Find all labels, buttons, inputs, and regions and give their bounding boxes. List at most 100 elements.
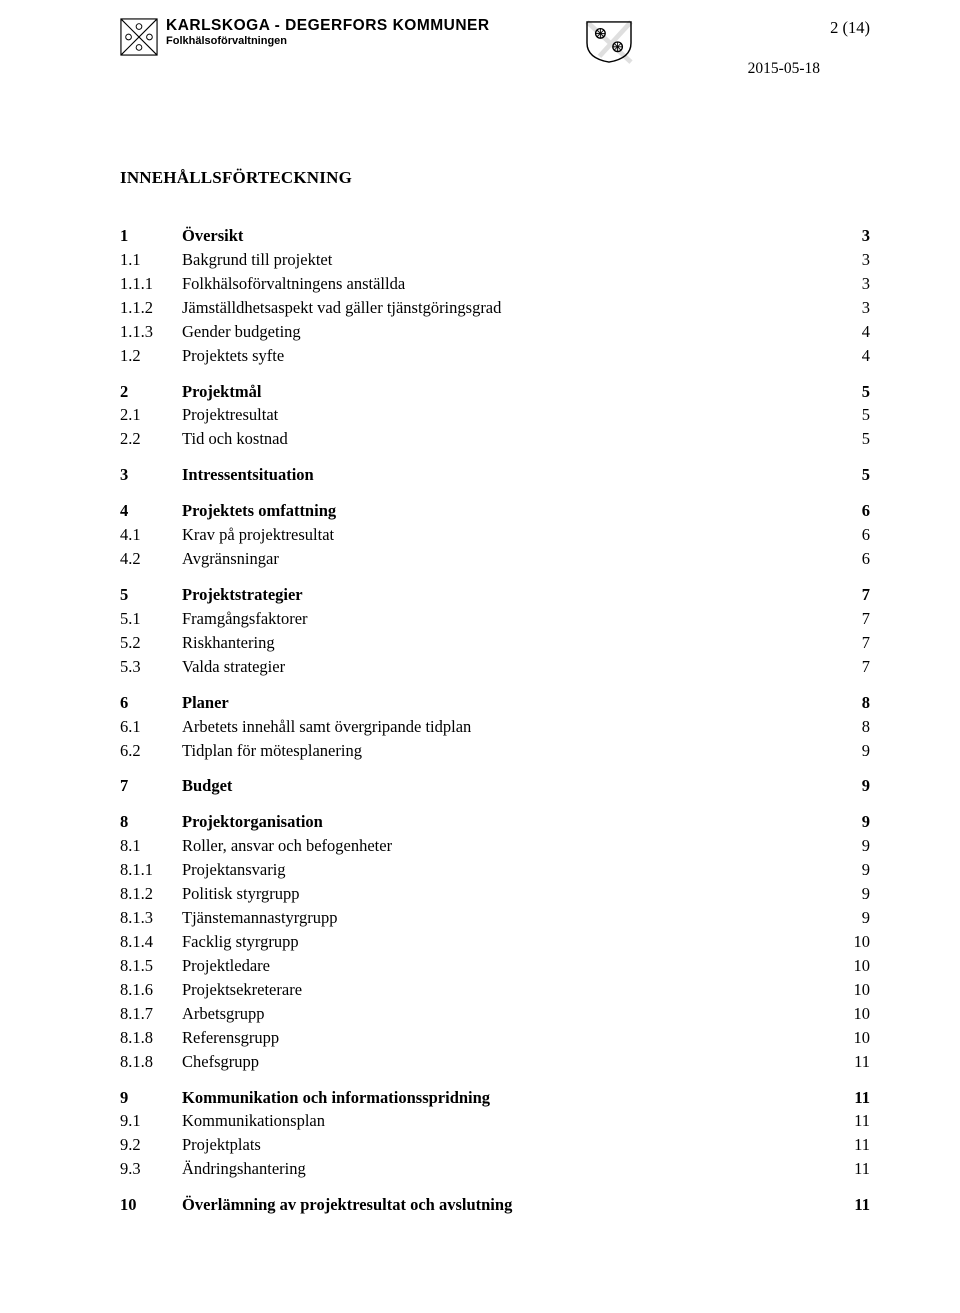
toc-number: 8.1 [120, 834, 182, 858]
header-center [490, 18, 748, 64]
toc-label: Planer [182, 691, 830, 715]
toc-number: 8.1.5 [120, 954, 182, 978]
toc-label: Överlämning av projektresultat och avslu… [182, 1193, 830, 1217]
toc-number: 5.1 [120, 607, 182, 631]
toc-label: Projektmål [182, 380, 830, 404]
toc-group: 9Kommunikation och informationsspridning… [120, 1086, 870, 1182]
toc-number: 9.3 [120, 1157, 182, 1181]
toc-page: 7 [830, 583, 870, 607]
toc-row: 1.1.2Jämställdhetsaspekt vad gäller tjän… [120, 296, 870, 320]
toc-row: 1.1Bakgrund till projektet3 [120, 248, 870, 272]
toc-page: 9 [830, 834, 870, 858]
toc-group: 1Översikt31.1Bakgrund till projektet31.1… [120, 224, 870, 368]
toc-page: 11 [830, 1086, 870, 1110]
toc-label: Intressentsituation [182, 463, 830, 487]
toc-label: Valda strategier [182, 655, 830, 679]
toc-row: 9.3Ändringshantering11 [120, 1157, 870, 1181]
toc-row: 1.2Projektets syfte4 [120, 344, 870, 368]
toc-row: 9.2Projektplats11 [120, 1133, 870, 1157]
toc-group: 8Projektorganisation98.1Roller, ansvar o… [120, 810, 870, 1073]
toc-row: 3Intressentsituation5 [120, 463, 870, 487]
toc-page: 5 [830, 463, 870, 487]
toc-page: 5 [830, 380, 870, 404]
toc-page: 9 [830, 739, 870, 763]
toc-number: 10 [120, 1193, 182, 1217]
org-title: KARLSKOGA - DEGERFORS KOMMUNER [166, 18, 490, 34]
toc-number: 3 [120, 463, 182, 487]
toc-row: 5Projektstrategier7 [120, 583, 870, 607]
toc-page: 9 [830, 906, 870, 930]
toc-page: 9 [830, 774, 870, 798]
toc-label: Arbetsgrupp [182, 1002, 830, 1026]
toc-page: 3 [830, 248, 870, 272]
toc-row: 6.1Arbetets innehåll samt övergripande t… [120, 715, 870, 739]
toc-page: 7 [830, 631, 870, 655]
toc-group: 6Planer86.1Arbetets innehåll samt övergr… [120, 691, 870, 763]
toc-page: 11 [830, 1109, 870, 1133]
document-date: 2015-05-18 [748, 60, 820, 78]
toc-number: 2.1 [120, 403, 182, 427]
toc-label: Roller, ansvar och befogenheter [182, 834, 830, 858]
toc-row: 8.1.2Politisk styrgrupp9 [120, 882, 870, 906]
toc-number: 8.1.1 [120, 858, 182, 882]
toc-page: 9 [830, 810, 870, 834]
toc-label: Projektansvarig [182, 858, 830, 882]
toc-page: 10 [830, 930, 870, 954]
toc-number: 1.1.2 [120, 296, 182, 320]
toc-page: 11 [830, 1157, 870, 1181]
toc-page: 3 [830, 224, 870, 248]
toc-row: 8.1Roller, ansvar och befogenheter9 [120, 834, 870, 858]
toc-label: Chefsgrupp [182, 1050, 830, 1074]
toc-number: 9.2 [120, 1133, 182, 1157]
toc-group: 7Budget9 [120, 774, 870, 798]
toc-label: Krav på projektresultat [182, 523, 830, 547]
toc-row: 8.1.6Projektsekreterare10 [120, 978, 870, 1002]
toc-group: 2Projektmål52.1Projektresultat52.2Tid oc… [120, 380, 870, 452]
header-left: KARLSKOGA - DEGERFORS KOMMUNER Folkhälso… [120, 18, 490, 56]
document-page: KARLSKOGA - DEGERFORS KOMMUNER Folkhälso… [0, 0, 960, 1269]
toc-row: 7Budget9 [120, 774, 870, 798]
toc-number: 8.1.3 [120, 906, 182, 930]
toc-row: 9.1Kommunikationsplan11 [120, 1109, 870, 1133]
toc-row: 8Projektorganisation9 [120, 810, 870, 834]
toc-page: 10 [830, 978, 870, 1002]
toc-number: 9.1 [120, 1109, 182, 1133]
toc-label: Riskhantering [182, 631, 830, 655]
toc-number: 6.2 [120, 739, 182, 763]
toc-row: 2Projektmål5 [120, 380, 870, 404]
page-header: KARLSKOGA - DEGERFORS KOMMUNER Folkhälso… [120, 18, 870, 78]
org-subtitle: Folkhälsoförvaltningen [166, 36, 490, 48]
page-indicator: 2 (14) [748, 18, 870, 38]
toc-label: Budget [182, 774, 830, 798]
toc-label: Framgångsfaktorer [182, 607, 830, 631]
toc-row: 5.2Riskhantering7 [120, 631, 870, 655]
toc-row: 4.2Avgränsningar6 [120, 547, 870, 571]
toc-label: Projektplats [182, 1133, 830, 1157]
toc-number: 1.1.1 [120, 272, 182, 296]
toc-page: 4 [830, 320, 870, 344]
toc-number: 4 [120, 499, 182, 523]
toc-page: 4 [830, 344, 870, 368]
toc-label: Projektledare [182, 954, 830, 978]
toc-row: 6.2Tidplan för mötesplanering9 [120, 739, 870, 763]
header-right: 2 (14) 2015-05-18 [748, 18, 870, 78]
toc-number: 9 [120, 1086, 182, 1110]
toc-row: 8.1.5Projektledare10 [120, 954, 870, 978]
toc-row: 1.1.3Gender budgeting4 [120, 320, 870, 344]
toc-row: 9Kommunikation och informationsspridning… [120, 1086, 870, 1110]
toc-row: 10Överlämning av projektresultat och avs… [120, 1193, 870, 1217]
toc-group: 3Intressentsituation5 [120, 463, 870, 487]
toc-number: 5.3 [120, 655, 182, 679]
toc-number: 4.2 [120, 547, 182, 571]
toc-number: 1.2 [120, 344, 182, 368]
toc-page: 3 [830, 272, 870, 296]
toc-row: 2.2Tid och kostnad5 [120, 427, 870, 451]
toc-number: 8.1.8 [120, 1026, 182, 1050]
toc-number: 8 [120, 810, 182, 834]
toc-row: 2.1Projektresultat5 [120, 403, 870, 427]
toc-page: 10 [830, 1002, 870, 1026]
toc-number: 5 [120, 583, 182, 607]
toc-page: 9 [830, 882, 870, 906]
toc-page: 7 [830, 607, 870, 631]
toc-label: Översikt [182, 224, 830, 248]
